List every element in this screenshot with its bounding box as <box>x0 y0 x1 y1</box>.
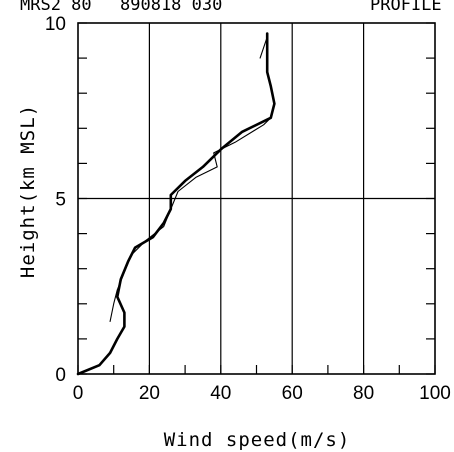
y-tick-label: 5 <box>55 190 66 211</box>
x-tick-label: 0 <box>73 383 84 404</box>
x-tick-label: 100 <box>419 383 451 404</box>
x-tick-label: 40 <box>210 383 231 404</box>
x-tick-label: 20 <box>139 383 160 404</box>
profile-line-thin <box>109 117 272 322</box>
y-axis-title: Height(km MSL) <box>17 104 39 278</box>
x-tick-label: 60 <box>282 383 303 404</box>
x-tick-label: 80 <box>353 383 374 404</box>
plot-layer: 0 20 40 60 80 100 0 5 10 <box>45 14 451 404</box>
header-middle: 890818 030 <box>120 0 222 15</box>
x-axis-title: Wind speed(m/s) <box>164 429 351 451</box>
header-right: PROFILE <box>370 0 442 15</box>
y-tick-label: 0 <box>55 365 66 386</box>
profile-line-thick <box>76 32 276 376</box>
profile-line-thin <box>259 36 268 59</box>
y-tick-label: 10 <box>45 14 66 35</box>
header-left: MRS2 80 <box>20 0 92 15</box>
